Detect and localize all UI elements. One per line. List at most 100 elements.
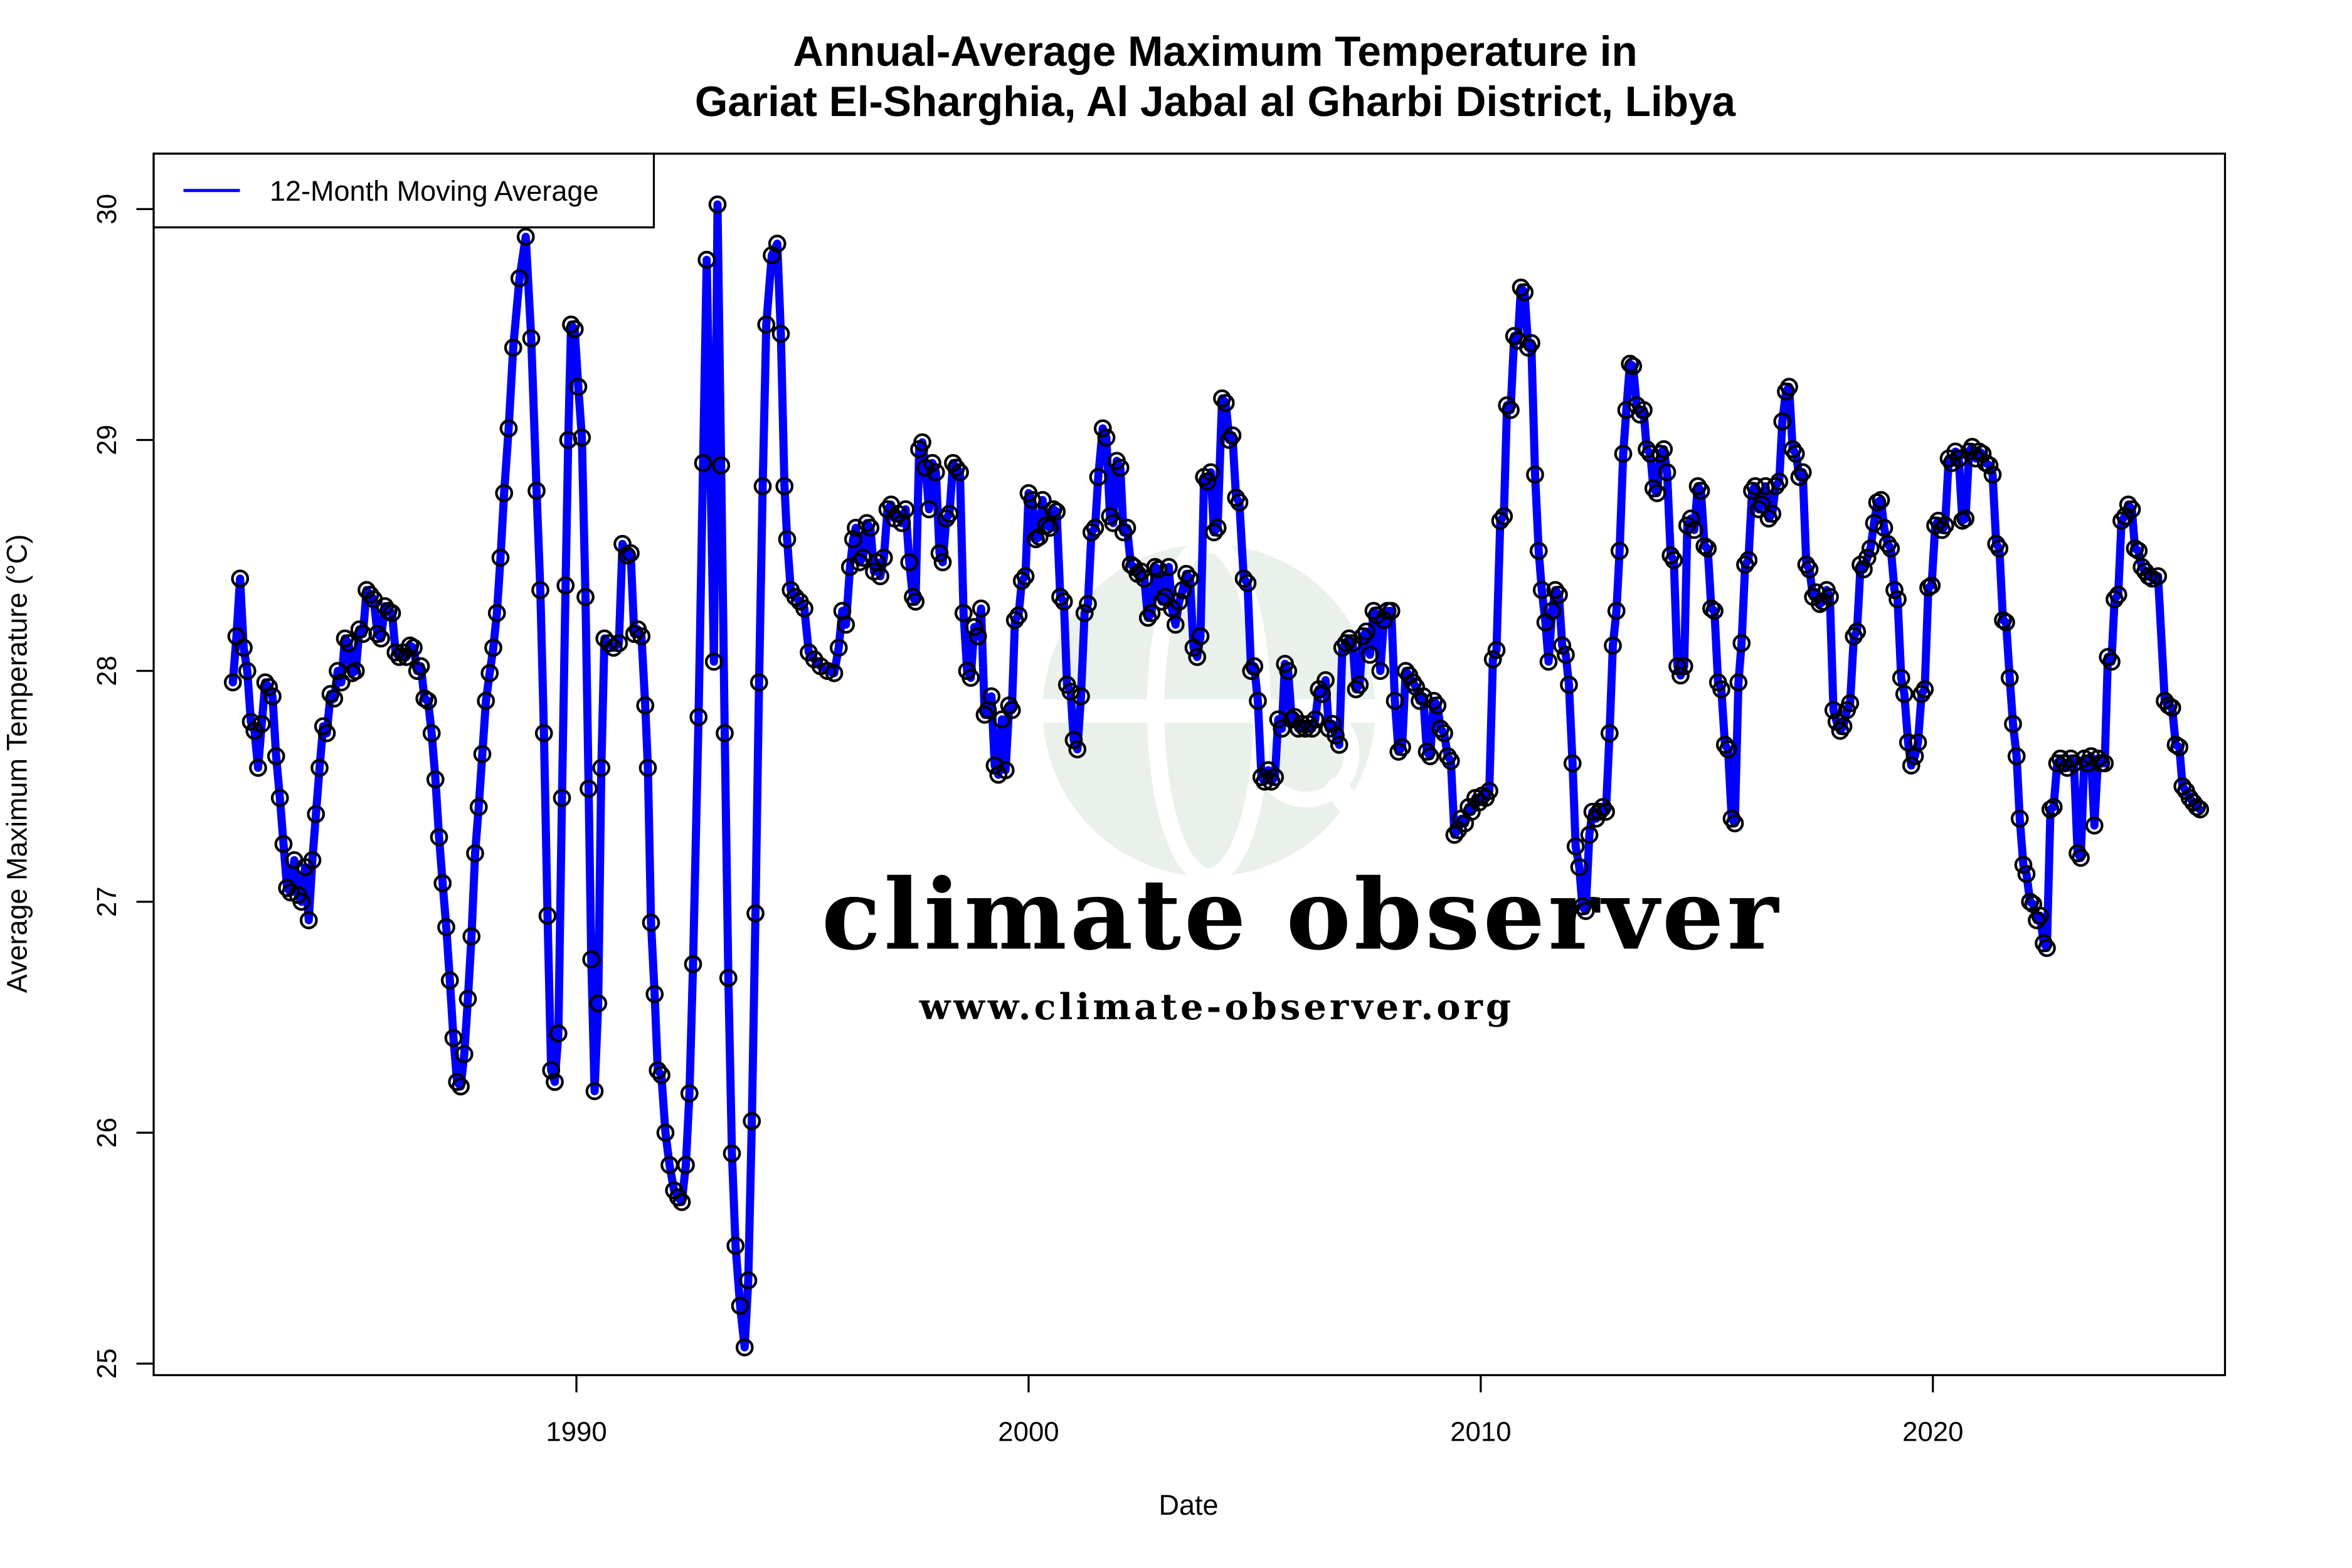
data-point-marker [580,780,598,798]
data-point-marker [1648,484,1666,502]
data-point-marker [1306,710,1325,729]
y-tick-label: 28 [92,655,122,686]
data-point-marker [1170,592,1189,611]
data-point-marker [2163,699,2181,717]
data-point-marker [383,604,401,622]
data-point-marker [1607,601,1626,620]
data-point-marker [704,652,723,671]
data-point-marker [1719,740,1737,759]
data-point-marker [1858,548,1877,567]
data-point-marker [771,324,790,343]
data-point-marker [2065,754,2084,773]
data-point-marker [1068,740,1087,759]
data-point-marker [1597,802,1615,821]
chart-title-line1: Annual-Average Maximum Temperature in [793,28,1638,75]
data-point-marker [1191,627,1210,645]
data-point-marker [1512,278,1530,297]
data-point-marker [1205,523,1223,542]
data-point-marker [1340,629,1359,648]
data-point-marker [951,463,969,482]
data-point-marker [684,955,702,973]
data-point-marker [542,1061,561,1079]
data-point-marker [1118,519,1136,537]
data-point-marker [1994,611,2012,630]
data-point-marker [1198,472,1217,491]
data-point-marker [1389,743,1408,761]
data-point-marker [1061,682,1080,701]
data-point-marker [1915,680,1934,699]
data-point-marker [1702,599,1720,618]
data-point-marker [1234,569,1253,588]
data-point-marker [267,747,285,766]
data-point-marker [2028,911,2046,930]
data-point-marker [1009,606,1028,625]
data-point-marker [1230,493,1249,512]
data-point-marker [546,1073,564,1091]
data-point-marker [504,338,522,357]
data-point-marker [310,758,329,777]
data-point-marker [2109,585,2127,604]
data-point-marker [480,664,499,682]
data-point-marker [930,544,949,563]
data-point-marker [1064,731,1083,750]
data-point-marker [1483,650,1502,669]
data-point-marker [1752,495,1771,514]
data-point-marker [1082,523,1101,542]
data-point-marker [795,599,813,618]
data-point-marker [775,477,794,495]
data-point-marker [1255,772,1274,791]
data-point-marker [565,320,584,339]
data-point-marker [1303,719,1322,738]
data-point-marker [2021,893,2040,911]
data-point-marker [307,805,326,824]
data-point-marker [299,911,318,930]
data-point-marker [712,456,731,475]
data-point-marker [940,504,959,523]
data-point-marker [857,514,876,532]
data-point-marker [1729,673,1748,692]
data-point-marker [433,874,452,893]
data-point-marker [1044,500,1062,519]
data-point-marker [726,1236,745,1255]
data-point-marker [638,758,657,777]
data-point-marker [1634,401,1653,420]
data-point-marker [1570,858,1589,876]
data-point-marker [1922,576,1941,595]
x-tick-label: 2020 [1902,1417,1963,1448]
data-point-marker [746,904,765,923]
data-point-marker [531,581,549,600]
data-point-marker [1177,564,1195,583]
y-tick-label: 30 [92,194,122,225]
data-point-marker [2000,669,2019,687]
data-point-marker [1041,519,1059,537]
data-point-marker [2085,816,2104,835]
data-point-marker [1685,521,1703,539]
data-point-marker [252,714,271,733]
data-point-marker [556,576,575,595]
data-point-marker [1763,504,1782,523]
x-axis-title: Date [1158,1489,1218,1521]
data-point-marker [1249,692,1267,710]
data-point-marker [538,906,557,925]
data-point-marker [562,315,580,334]
data-point-marker [1980,456,1999,475]
data-point-marker [2149,567,2168,586]
data-point-marker [1135,569,1153,588]
plot-border [152,152,2227,1377]
data-point-marker [1421,747,1439,766]
data-point-marker [2031,906,2050,925]
data-point-marker [390,648,408,666]
data-point-marker [361,585,379,604]
data-point-marker [589,994,608,1013]
data-point-marker [1023,490,1042,509]
data-point-marker [735,1338,754,1357]
data-point-marker [569,378,588,396]
data-point-marker [1725,814,1744,833]
data-point-marker [1350,675,1369,694]
data-point-marker [452,1077,470,1096]
data-point-marker [1675,657,1693,675]
data-point-marker [332,673,351,692]
data-point-marker [1393,738,1411,756]
data-point-marker [1990,539,2009,558]
x-tick-label: 1990 [546,1417,607,1448]
